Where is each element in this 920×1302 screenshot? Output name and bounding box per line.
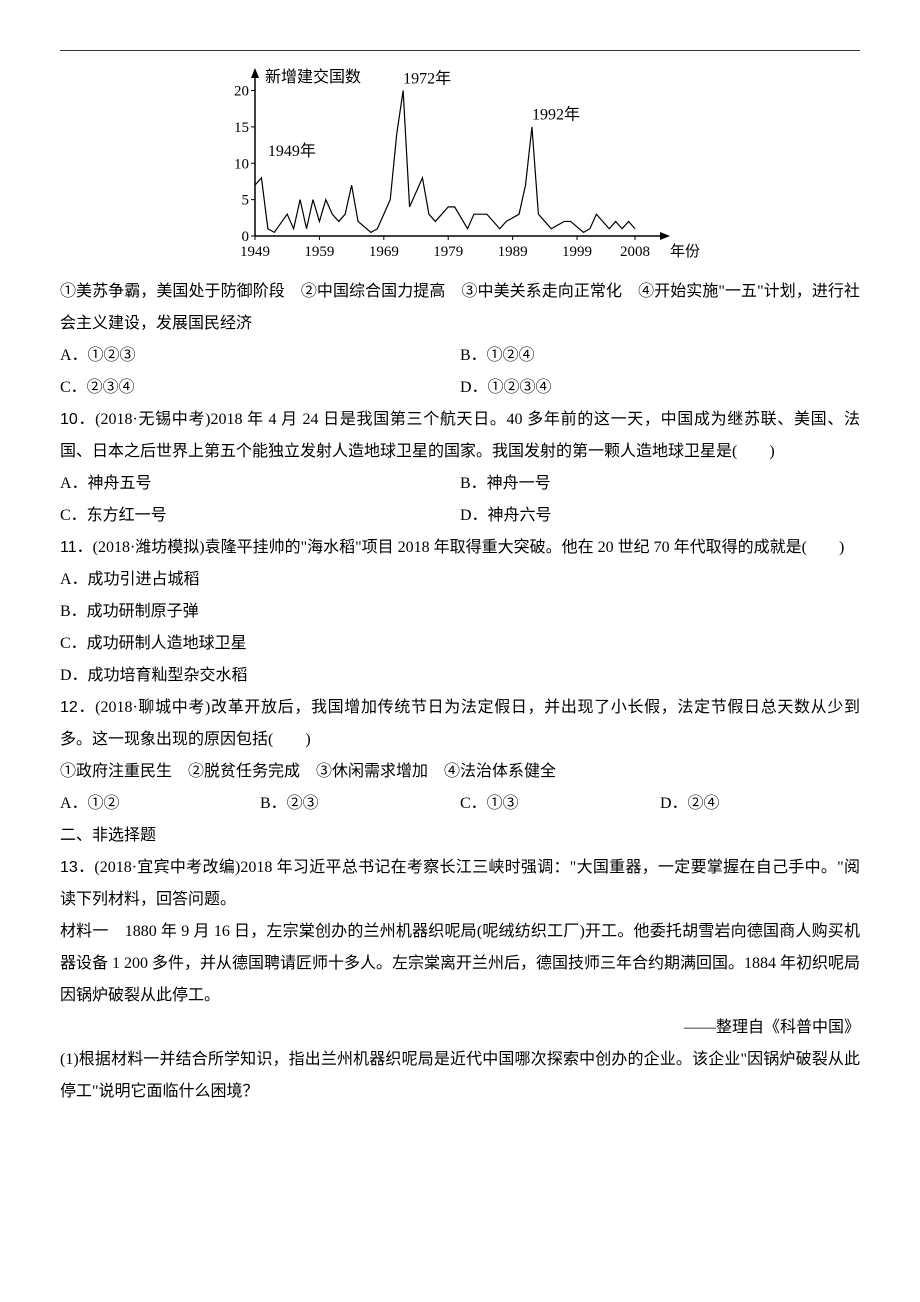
q10-option-b: B．神舟一号 — [460, 468, 860, 500]
q12-number: 12 — [60, 699, 78, 716]
q11-number: 11 — [60, 539, 77, 556]
q11-stem: 11．(2018·潍坊模拟)袁隆平挂帅的"海水稻"项目 2018 年取得重大突破… — [60, 532, 860, 564]
q9-option-a: A．①②③ — [60, 340, 460, 372]
q10-stem: 10．(2018·无锡中考)2018 年 4 月 24 日是我国第三个航天日。4… — [60, 404, 860, 468]
q9-options-row1: A．①②③ B．①②④ — [60, 340, 860, 372]
q9-statements: ①美苏争霸，美国处于防御阶段 ②中国综合国力提高 ③中美关系走向正常化 ④开始实… — [60, 276, 860, 340]
svg-text:1959: 1959 — [304, 244, 334, 260]
q13-material-1: 材料一 1880 年 9 月 16 日，左宗棠创办的兰州机器织呢局(呢绒纺织工厂… — [60, 916, 860, 1012]
q10-text: ．(2018·无锡中考)2018 年 4 月 24 日是我国第三个航天日。40 … — [60, 411, 860, 460]
q13-number: 13 — [60, 859, 78, 876]
svg-text:1989: 1989 — [498, 244, 528, 260]
q11-option-c: C．成功研制人造地球卫星 — [60, 628, 860, 660]
q11-option-a: A．成功引进占城稻 — [60, 564, 860, 596]
chart-container: 0 5 10 15 20 1949 1959 1969 1979 1989 1999 2008 新增建交… — [60, 66, 860, 266]
q10-number: 10 — [60, 411, 78, 428]
q13-text: ．(2018·宜宾中考改编)2018 年习近平总书记在考察长江三峡时强调："大国… — [60, 859, 860, 908]
q12-option-c: C．①③ — [460, 788, 660, 820]
svg-text:新增建交国数: 新增建交国数 — [265, 68, 361, 86]
svg-text:5: 5 — [242, 193, 250, 209]
svg-text:1969: 1969 — [369, 244, 399, 260]
q12-statements: ①政府注重民生 ②脱贫任务完成 ③休闲需求增加 ④法治体系健全 — [60, 756, 860, 788]
q12-option-d: D．②④ — [660, 788, 860, 820]
q9-option-b: B．①②④ — [460, 340, 860, 372]
q13-mat1-text: 1880 年 9 月 16 日，左宗棠创办的兰州机器织呢局(呢绒纺织工厂)开工。… — [60, 923, 860, 1004]
q12-option-a: A．①② — [60, 788, 260, 820]
svg-text:1992年: 1992年 — [532, 106, 580, 124]
q12-stem: 12．(2018·聊城中考)改革开放后，我国增加传统节日为法定假日，并出现了小长… — [60, 692, 860, 756]
q13-sub1: (1)根据材料一并结合所学知识，指出兰州机器织呢局是近代中国哪次探索中创办的企业… — [60, 1044, 860, 1108]
q12-options: A．①② B．②③ C．①③ D．②④ — [60, 788, 860, 820]
q12-text: ．(2018·聊城中考)改革开放后，我国增加传统节日为法定假日，并出现了小长假，… — [60, 699, 860, 748]
svg-text:年份: 年份 — [670, 243, 700, 260]
q9-option-c: C．②③④ — [60, 372, 460, 404]
svg-text:10: 10 — [234, 156, 249, 172]
q12-option-b: B．②③ — [260, 788, 460, 820]
q9-option-d: D．①②③④ — [460, 372, 860, 404]
section-2-heading: 二、非选择题 — [60, 820, 860, 852]
q11-text: ．(2018·潍坊模拟)袁隆平挂帅的"海水稻"项目 2018 年取得重大突破。他… — [77, 539, 845, 556]
svg-text:20: 20 — [234, 84, 249, 100]
svg-text:1979: 1979 — [433, 244, 463, 260]
svg-text:1972年: 1972年 — [403, 69, 451, 87]
svg-text:2008: 2008 — [620, 244, 650, 260]
q13-mat1-label: 材料一 — [60, 923, 109, 940]
svg-text:1949: 1949 — [240, 244, 270, 260]
svg-text:1999: 1999 — [562, 244, 592, 260]
q10-options-row1: A．神舟五号 B．神舟一号 — [60, 468, 860, 500]
svg-text:1949年: 1949年 — [268, 142, 316, 160]
q9-options-row2: C．②③④ D．①②③④ — [60, 372, 860, 404]
q13-citation-1: ——整理自《科普中国》 — [60, 1012, 860, 1044]
svg-text:15: 15 — [234, 120, 249, 136]
q10-option-d: D．神舟六号 — [460, 500, 860, 532]
q10-option-c: C．东方红一号 — [60, 500, 460, 532]
diplomatic-relations-chart: 0 5 10 15 20 1949 1959 1969 1979 1989 1999 2008 新增建交… — [215, 66, 705, 266]
q10-options-row2: C．东方红一号 D．神舟六号 — [60, 500, 860, 532]
q11-option-b: B．成功研制原子弹 — [60, 596, 860, 628]
page-top-rule — [60, 50, 860, 51]
q11-option-d: D．成功培育籼型杂交水稻 — [60, 660, 860, 692]
q13-stem: 13．(2018·宜宾中考改编)2018 年习近平总书记在考察长江三峡时强调："… — [60, 852, 860, 916]
svg-text:0: 0 — [242, 229, 250, 245]
q10-option-a: A．神舟五号 — [60, 468, 460, 500]
